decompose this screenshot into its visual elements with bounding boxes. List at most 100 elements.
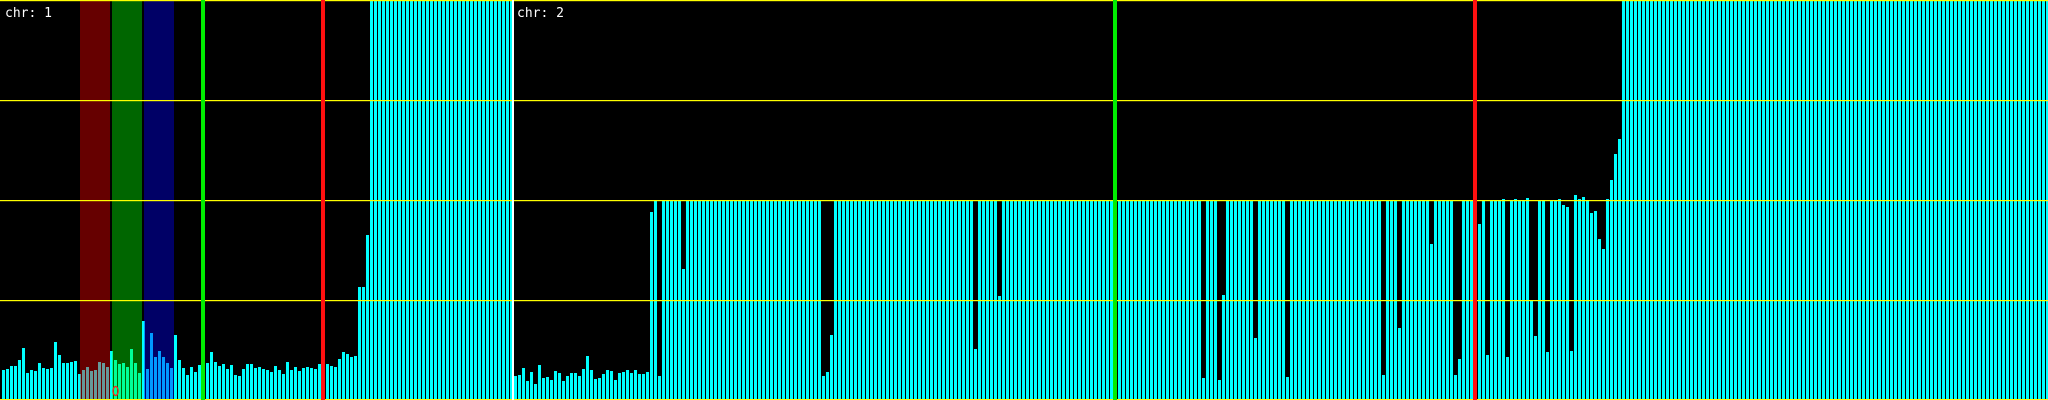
coverage-bar [622,372,625,400]
gridline [0,0,2048,2]
coverage-bar [1526,198,1529,400]
coverage-bar [998,296,1001,400]
coverage-bar [526,381,529,400]
coverage-bar [126,367,129,400]
coverage-bar [186,375,189,400]
green-marker-line [1113,0,1117,400]
coverage-bar [314,369,317,400]
coverage-bar [294,367,297,400]
coverage-bar [570,373,573,400]
coverage-bar [190,367,193,400]
coverage-bar [298,371,301,400]
coverage-bar [598,378,601,400]
coverage-bar [830,335,833,400]
coverage-bar [650,212,653,400]
coverage-bar [222,364,225,400]
green-marker-line [201,0,205,400]
coverage-bar [14,366,17,400]
coverage-bar [262,369,265,400]
coverage-bar [1514,199,1517,400]
coverage-bar [206,363,209,400]
coverage-bar [74,361,77,400]
coverage-bar [1574,195,1577,400]
coverage-bar [22,348,25,400]
coverage-bar [974,349,977,400]
coverage-bar [1430,244,1433,400]
coverage-bar [78,374,81,400]
coverage-bar [354,356,357,400]
coverage-bar [134,363,137,400]
coverage-bar [574,373,577,400]
coverage-bar [566,376,569,400]
coverage-bar [822,376,825,400]
panel-separator [512,0,514,400]
coverage-bar [582,369,585,400]
coverage-bar [554,371,557,400]
coverage-bar [530,372,533,400]
point-markers-layer [112,385,119,397]
coverage-bar [50,368,53,400]
coverage-bar [1610,180,1613,400]
coverage-bar [550,380,553,400]
marker-lines-layer [201,0,1477,400]
red-marker-line [1473,0,1477,400]
coverage-bar [646,372,649,400]
coverage-bar [306,367,309,400]
coverage-bar [594,379,597,400]
coverage-bar [194,372,197,400]
coverage-bar [238,376,241,400]
coverage-bar [278,370,281,400]
coverage-bar [162,357,165,400]
coverage-bar [2,370,5,400]
coverage-bar [122,363,125,400]
coverage-bar [54,342,57,400]
coverage-bar [1254,338,1257,400]
coverage-bar [334,367,337,400]
coverage-bar [562,381,565,400]
coverage-bar [130,349,133,400]
coverage-bar [230,365,233,400]
coverage-bar [362,287,365,400]
coverage-bar [86,367,89,400]
gridline [0,200,2048,202]
coverage-bar [518,375,521,400]
coverage-bar [170,368,173,400]
coverage-bar [358,287,361,400]
coverage-bar [258,367,261,400]
coverage-bar [1562,205,1565,400]
coverage-bar [1486,355,1489,400]
coverage-bar [1202,378,1205,400]
coverage-bar [1582,197,1585,400]
coverage-bar [1614,154,1617,400]
coverage-bar [1606,199,1609,400]
coverage-bar [178,360,181,400]
coverage-bar [1454,375,1457,400]
gridline [0,100,2048,102]
coverage-bar [274,366,277,400]
coverage-bar [586,356,589,400]
coverage-bar [174,335,177,400]
coverage-bar [658,376,661,400]
coverage-bar [118,364,121,400]
coverage-bar [1398,328,1401,400]
coverage-bar [1478,224,1481,400]
coverage-bar [330,366,333,400]
coverage-bar [1222,295,1225,400]
coverage-bar [270,372,273,400]
coverage-bar [350,357,353,400]
coverage-bar [198,365,201,400]
coverage-bar [10,366,13,400]
coverage-bar [102,363,105,400]
coverage-bar [534,384,537,400]
coverage-bar [90,371,93,400]
coverage-bar [590,370,593,400]
coverage-bar [630,373,633,400]
coverage-bar [114,360,117,400]
coverage-bar [1602,249,1605,400]
coverage-bar [1594,211,1597,400]
coverage-bar [1558,199,1561,400]
coverage-bar [66,363,69,400]
red-marker-line [321,0,325,400]
coverage-bar [338,359,341,400]
coverage-bar [638,374,641,400]
